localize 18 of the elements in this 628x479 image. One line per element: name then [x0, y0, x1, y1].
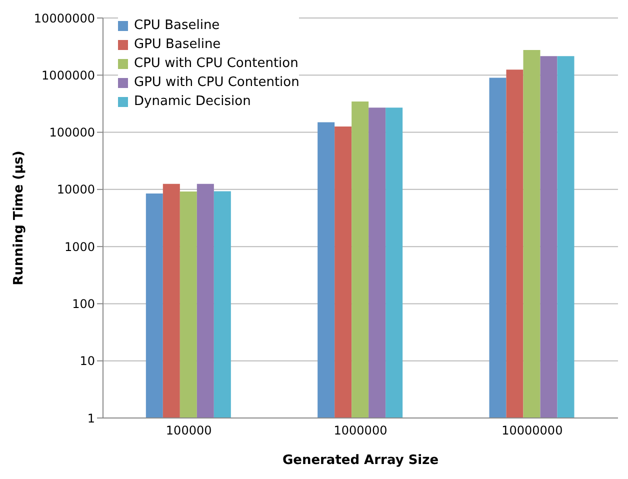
legend-label: GPU Baseline [134, 36, 221, 54]
y-axis-title: Running Time (µs) [12, 150, 27, 286]
y-tick-label: 10 [80, 354, 95, 368]
y-tick-label: 10000 [56, 182, 95, 197]
x-tick-label: 1000000 [334, 424, 388, 438]
y-tick-label: 100000 [49, 126, 95, 140]
legend-label: CPU Baseline [134, 17, 220, 35]
legend-label: GPU with CPU Contention [134, 74, 300, 92]
legend-label: CPU with CPU Contention [134, 55, 298, 73]
x-tick-label: 10000000 [502, 424, 563, 438]
y-tick-label: 100 [72, 296, 95, 311]
legend-label: Dynamic Decision [134, 93, 251, 111]
y-tick-label: 1 [87, 411, 95, 426]
y-tick-label: 1000000 [42, 68, 95, 82]
y-tick-label: 1000 [64, 240, 95, 254]
y-tick-label: 10000000 [34, 11, 95, 26]
x-tick-label: 100000 [166, 424, 212, 438]
x-axis-title: Generated Array Size [282, 453, 439, 468]
